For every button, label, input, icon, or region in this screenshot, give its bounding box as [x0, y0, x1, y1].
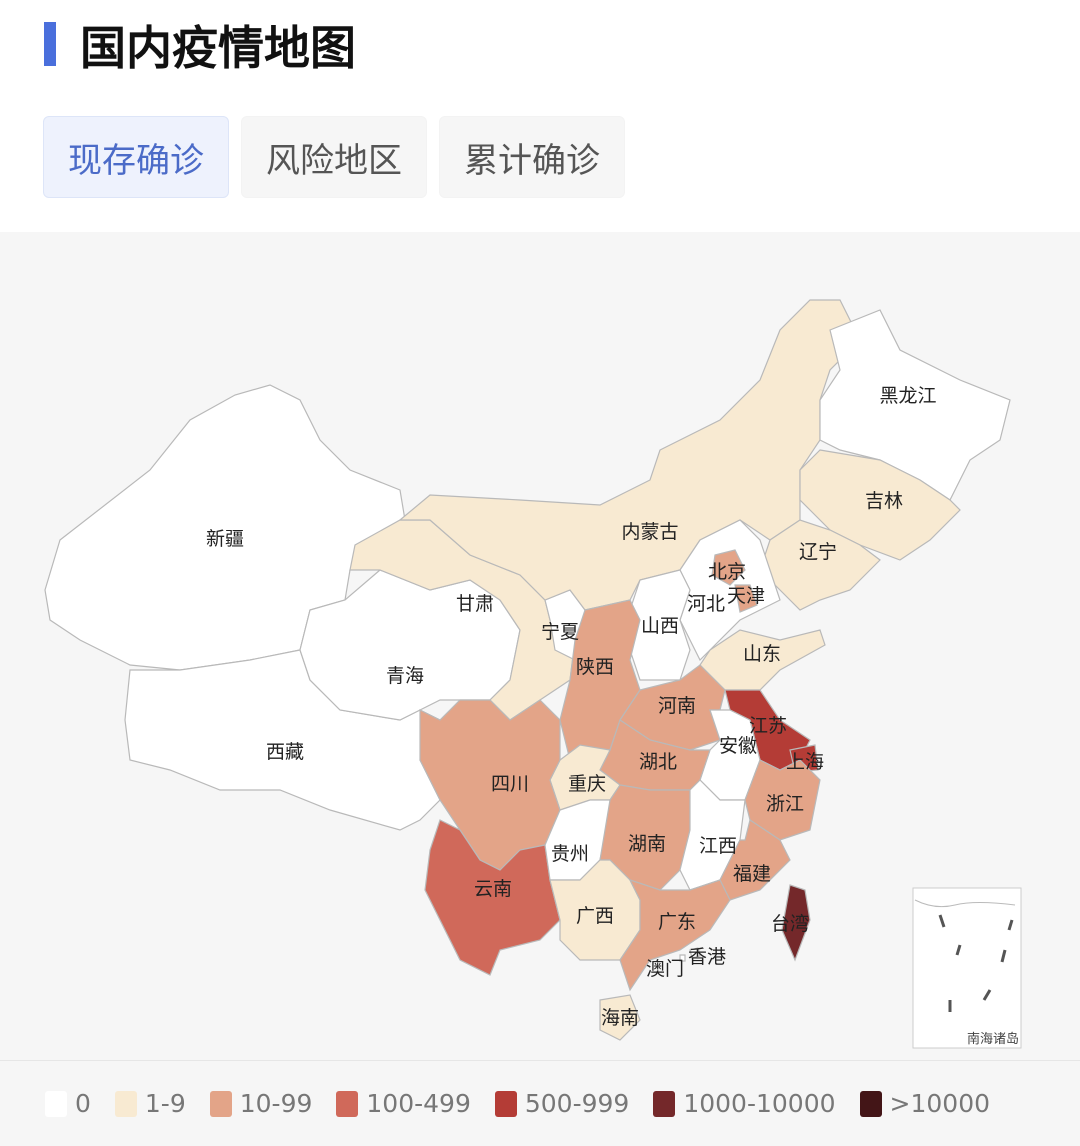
legend-item[interactable]: 10-99	[209, 1089, 313, 1118]
legend-label: >10000	[889, 1089, 991, 1118]
province-福建[interactable]	[719, 819, 791, 901]
province-浙江[interactable]	[744, 759, 821, 841]
province-label: 广西	[576, 905, 614, 927]
legend-label: 100-499	[366, 1089, 471, 1118]
province-label: 北京	[708, 561, 746, 583]
province-label: 河北	[687, 593, 725, 615]
tab-cumulative-confirmed[interactable]: 累计确诊	[439, 116, 625, 198]
legend-swatch	[45, 1090, 67, 1117]
legend-swatch	[336, 1090, 359, 1117]
province-天津[interactable]	[734, 584, 758, 613]
legend-item[interactable]: 100-499	[336, 1089, 471, 1118]
province-label: 江苏	[749, 715, 787, 737]
legend-swatch	[859, 1090, 882, 1117]
china-map: 新疆西藏 青海 甘肃宁夏 内蒙古 黑龙江吉林辽宁河北 北京 天津山西山东陕西河南江苏上海 安徽…	[0, 232, 1080, 1060]
province-吉林[interactable]	[799, 449, 961, 561]
province-label: 甘肃	[456, 593, 494, 615]
province-label: 河南	[658, 695, 696, 717]
legend-label: 1000-10000	[683, 1089, 836, 1118]
province-广东[interactable]	[619, 878, 731, 992]
legend-label: 10-99	[239, 1089, 313, 1118]
province-label: 海南	[601, 1007, 639, 1029]
legend-swatch	[209, 1090, 232, 1117]
province-label: 福建	[733, 863, 771, 885]
province-label: 内蒙古	[621, 521, 678, 543]
legend-swatch	[653, 1090, 676, 1117]
province-label: 陕西	[576, 656, 614, 678]
province-label: 吉林	[865, 490, 903, 512]
province-label: 辽宁	[799, 541, 837, 563]
province-label: 西藏	[266, 741, 304, 763]
province-内蒙古[interactable]	[398, 299, 861, 611]
province-label: 山西	[641, 615, 679, 637]
province-label: 广东	[658, 911, 696, 933]
legend-item[interactable]: 1-9	[114, 1089, 186, 1118]
province-label: 重庆	[568, 773, 606, 795]
legend-item[interactable]: 1000-10000	[653, 1089, 836, 1118]
province-label: 云南	[474, 878, 512, 900]
province-label: 安徽	[719, 735, 757, 757]
legend-label: 0	[75, 1089, 91, 1118]
province-label: 青海	[386, 665, 424, 687]
province-label: 天津	[727, 585, 765, 607]
province-label: 四川	[491, 773, 529, 795]
page-title: 国内疫情地图	[80, 21, 356, 75]
province-label: 贵州	[551, 843, 589, 865]
province-北京[interactable]	[711, 549, 746, 586]
province-label: 黑龙江	[879, 385, 936, 407]
province-澳门[interactable]	[679, 954, 686, 962]
province-label: 上海	[786, 751, 824, 773]
legend-item[interactable]: 500-999	[494, 1089, 630, 1118]
province-香港[interactable]	[689, 947, 701, 959]
province-label: 湖南	[628, 833, 666, 855]
province-四川[interactable]	[419, 699, 561, 871]
province-label: 台湾	[771, 913, 809, 935]
province-label: 新疆	[206, 528, 244, 550]
inset-label: 南海诸岛	[967, 1031, 1019, 1047]
tab-bar: 现存确诊 风险地区 累计确诊	[43, 116, 625, 198]
south-china-sea-inset: 南海诸岛	[912, 887, 1022, 1049]
province-云南[interactable]	[424, 819, 561, 976]
province-label: 香港	[688, 946, 726, 968]
legend-item[interactable]: >10000	[859, 1089, 991, 1118]
province-台湾[interactable]	[781, 884, 811, 962]
legend-label: 500-999	[524, 1089, 630, 1118]
legend-item[interactable]: 0	[45, 1089, 91, 1118]
legend-label: 1-9	[144, 1089, 186, 1118]
province-label: 湖北	[639, 751, 677, 773]
province-label: 澳门	[646, 958, 684, 980]
legend: 0 1-9 10-99 100-499 500-999 1000-10000 >10000	[0, 1060, 1080, 1146]
legend-swatch	[494, 1090, 517, 1117]
province-label: 浙江	[766, 793, 804, 815]
province-label: 江西	[699, 835, 737, 857]
legend-swatch	[114, 1090, 137, 1117]
title-accent-bar	[44, 22, 56, 66]
province-label: 山东	[743, 643, 781, 665]
tab-current-confirmed[interactable]: 现存确诊	[43, 116, 229, 198]
province-海南[interactable]	[599, 994, 641, 1041]
province-label: 宁夏	[541, 621, 579, 643]
tab-risk-areas[interactable]: 风险地区	[241, 116, 427, 198]
